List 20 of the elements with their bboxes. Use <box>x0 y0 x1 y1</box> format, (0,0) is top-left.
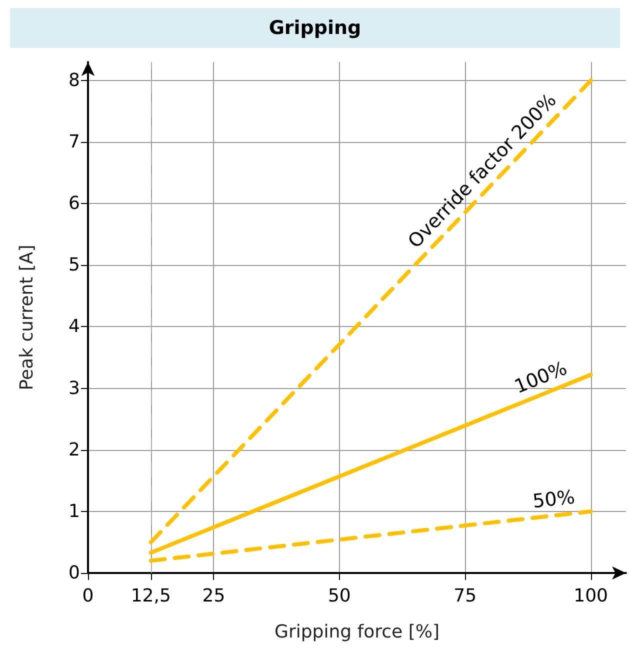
text: 100% <box>512 357 570 398</box>
chart-title: Gripping <box>10 8 620 48</box>
y-tick-label: 1 <box>68 500 80 522</box>
x-tick-label: 100 <box>574 586 608 606</box>
y-tick-label: 2 <box>68 439 80 460</box>
x-tick-label: 75 <box>454 586 477 606</box>
x-axis-title: Gripping force [%] <box>274 622 440 642</box>
text: 50% <box>532 486 576 513</box>
y-tick-label: 6 <box>68 193 80 214</box>
y-tick-label: 0 <box>68 562 80 584</box>
y-tick-label: 7 <box>68 132 80 153</box>
x-tick-label: 25 <box>202 586 226 606</box>
x-tick-label: 12,5 <box>130 586 171 606</box>
y-tick-label: 4 <box>68 316 80 338</box>
y-tick-label: 3 <box>68 378 80 399</box>
y-tick-label: 8 <box>68 70 80 91</box>
x-tick-label: 50 <box>328 586 351 606</box>
y-tick-label: 5 <box>68 254 80 276</box>
x-tick-label: 0 <box>82 586 94 606</box>
y-axis-title: Peak current [A] <box>16 244 38 390</box>
